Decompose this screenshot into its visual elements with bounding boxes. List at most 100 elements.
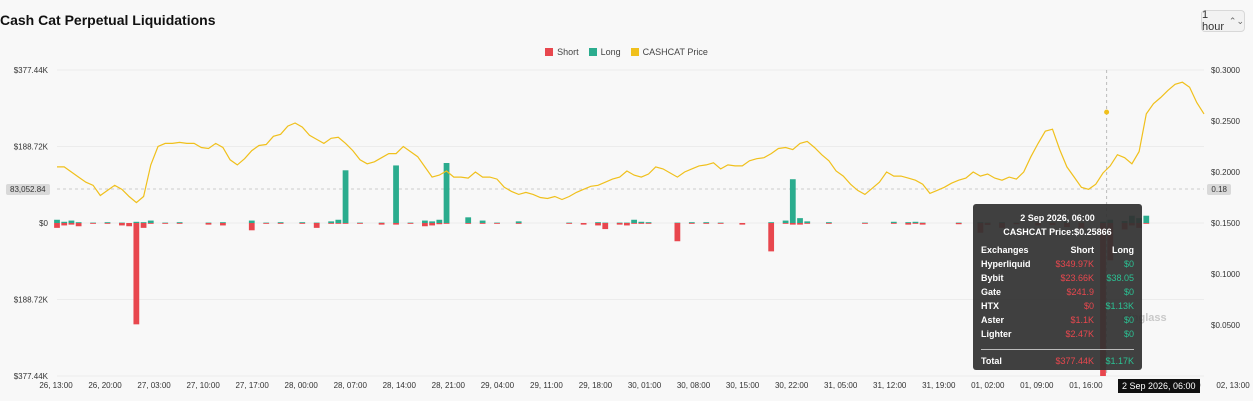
long-bar [804, 221, 811, 223]
short-bar [119, 223, 125, 226]
legend-item-long[interactable]: Long [588, 47, 621, 57]
long-bar [205, 222, 212, 224]
short-bar [1143, 223, 1150, 224]
x-tick-label: 31, 19:00 [922, 381, 956, 390]
short-bar [357, 223, 363, 224]
short-bar [220, 223, 226, 226]
short-bar [61, 223, 68, 226]
long-bar [602, 222, 609, 224]
tooltip-row: Gate $241.9 $0 [981, 287, 1134, 297]
long-bar [378, 222, 385, 224]
short-bar [328, 223, 335, 224]
tooltip-total-short: $377.44K [1055, 356, 1094, 366]
short-bar [299, 223, 306, 224]
short-bar [595, 223, 601, 226]
x-tick-label: 01, 16:00 [1069, 381, 1103, 390]
long-bar [955, 222, 962, 224]
long-bar [645, 222, 652, 223]
tooltip-short-value: $1.1K [1070, 315, 1094, 325]
short-bar [789, 223, 796, 225]
tooltip-price: CASHCAT Price:$0.25866 [1003, 227, 1112, 237]
long-bar [479, 220, 486, 223]
short-bar [205, 223, 212, 225]
long-bar [299, 222, 306, 223]
interval-select[interactable]: 1 hour ⌃⌄ [1201, 9, 1245, 33]
tooltip-row: Bybit $23.66K $38.05 [981, 273, 1134, 283]
long-bar [68, 220, 75, 223]
long-bar [429, 221, 436, 223]
long-bar [566, 222, 573, 224]
short-bar [162, 223, 169, 224]
long-bar [393, 165, 399, 223]
short-bar [133, 223, 140, 325]
long-bar [1143, 215, 1150, 223]
x-tick-label: 31, 12:00 [873, 381, 907, 390]
long-bar [688, 222, 695, 223]
crosshair-dot [1104, 109, 1110, 115]
x-tick-label: 27, 10:00 [186, 381, 220, 390]
long-bar [119, 222, 125, 224]
legend: Short Long CASHCAT Price [0, 47, 1253, 57]
tooltip-long-value: $0 [1123, 259, 1134, 269]
x-tick-label: 29, 11:00 [530, 381, 563, 390]
tooltip-header-exchanges: Exchanges [981, 245, 1029, 255]
legend-label-short: Short [557, 47, 579, 57]
long-bar [782, 220, 789, 223]
short-bar [263, 223, 270, 224]
y-left-tick-label: $377.44K [14, 372, 49, 381]
short-bar [515, 223, 522, 224]
x-tick-label: 27, 03:00 [137, 381, 171, 390]
tooltip-header-long: Long [1112, 245, 1134, 255]
long-bar [342, 170, 349, 223]
legend-item-price[interactable]: CASHCAT Price [630, 47, 708, 57]
y-right-tick-label: $0.3000 [1211, 66, 1240, 75]
short-bar [147, 223, 154, 224]
short-bar [68, 223, 75, 225]
long-bar [443, 163, 450, 223]
tooltip-short-value: $241.9 [1066, 287, 1094, 297]
short-bar [638, 223, 645, 224]
long-bar [277, 222, 284, 223]
long-bar [90, 222, 96, 224]
short-bar [890, 223, 897, 224]
short-bar [631, 223, 637, 224]
tooltip-short-value: $0 [1083, 301, 1094, 311]
y-right-tick-label: $0.1500 [1211, 219, 1240, 228]
long-bar [313, 222, 320, 224]
tooltip-total-row: Total $377.44K $1.17K [981, 356, 1134, 366]
long-bar [61, 221, 68, 223]
crosshair-left-value: 83,052.84 [6, 184, 50, 195]
tooltip-long-value: $38.05 [1106, 273, 1134, 283]
short-bar [955, 223, 962, 225]
long-bar [104, 222, 111, 223]
tooltip-row: Hyperliquid $349.97K $0 [981, 259, 1134, 269]
legend-item-short[interactable]: Short [545, 47, 579, 57]
long-bar [436, 219, 443, 223]
x-tick-label: 30, 22:00 [775, 381, 809, 390]
short-bar [465, 223, 472, 224]
long-bar [797, 218, 803, 223]
short-bar [703, 223, 710, 224]
long-bar [220, 222, 226, 223]
short-bar [905, 223, 912, 225]
long-bar [147, 220, 154, 223]
short-bar [616, 223, 623, 225]
tooltip-date: 2 Sep 2026, 06:00 [1020, 213, 1095, 223]
long-bar [515, 221, 522, 223]
tooltip-exchange: Gate [981, 287, 1002, 297]
tooltip-header: Exchanges Short Long [981, 245, 1134, 255]
tooltip-exchange: HTX [981, 301, 999, 311]
x-tick-label: 26, 20:00 [88, 381, 122, 390]
long-bar [357, 222, 363, 224]
short-bar [602, 223, 609, 230]
crosshair-x-label: 2 Sep 2026, 06:00 [1118, 379, 1200, 393]
chevron-updown-icon: ⌃⌄ [1228, 15, 1244, 26]
x-tick-label: 30, 08:00 [677, 381, 711, 390]
x-tick-label: 28, 07:00 [334, 381, 368, 390]
long-bar [54, 219, 60, 223]
short-bar [422, 223, 428, 227]
tooltip-exchange: Bybit [981, 273, 1004, 283]
tooltip-row: HTX $0 $1.13K [981, 301, 1134, 311]
short-bar [248, 223, 255, 231]
